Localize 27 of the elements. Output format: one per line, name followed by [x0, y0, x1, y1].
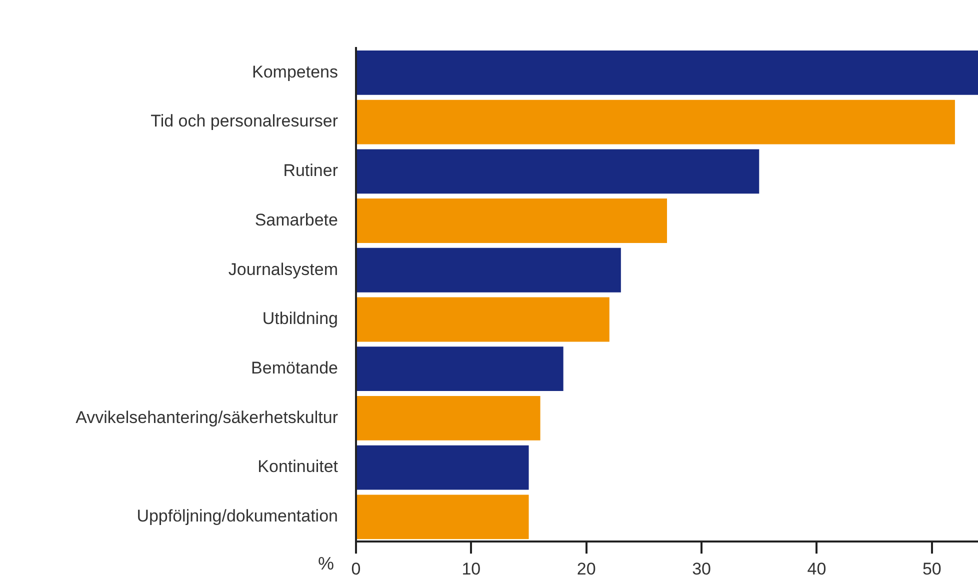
bar: [357, 149, 760, 194]
y-tick-label: Avvikelsehantering/säkerhetskultur: [76, 408, 338, 427]
y-tick-label: Rutiner: [283, 161, 338, 180]
y-tick-label: Kompetens: [252, 62, 338, 82]
bar: [357, 50, 978, 95]
y-tick-label: Kontinuitet: [258, 457, 338, 476]
y-tick-label: Bemötande: [251, 358, 338, 378]
x-tick-label: 30: [692, 559, 712, 578]
bar: [357, 100, 955, 144]
bar: [357, 346, 564, 392]
x-tick-label: 50: [922, 559, 942, 578]
x-tick-label: 20: [576, 559, 596, 578]
x-tick-label: 0: [351, 559, 361, 578]
y-tick-label: Utbildning: [262, 309, 338, 328]
bar: [357, 445, 529, 490]
y-tick-label: Tid och personalresurser: [150, 112, 338, 131]
bar: [357, 297, 610, 342]
bar: [357, 494, 529, 540]
y-tick-label: Uppföljning/dokumentation: [136, 506, 338, 526]
x-axis-title: %: [318, 554, 334, 574]
y-tick-label: Samarbete: [254, 210, 338, 230]
y-tick-label: Journalsystem: [228, 260, 338, 279]
bar: [357, 198, 667, 243]
bar: [357, 396, 540, 440]
x-tick-label: 10: [462, 559, 481, 578]
x-tick-label: 40: [807, 559, 826, 578]
bar: [357, 248, 621, 292]
